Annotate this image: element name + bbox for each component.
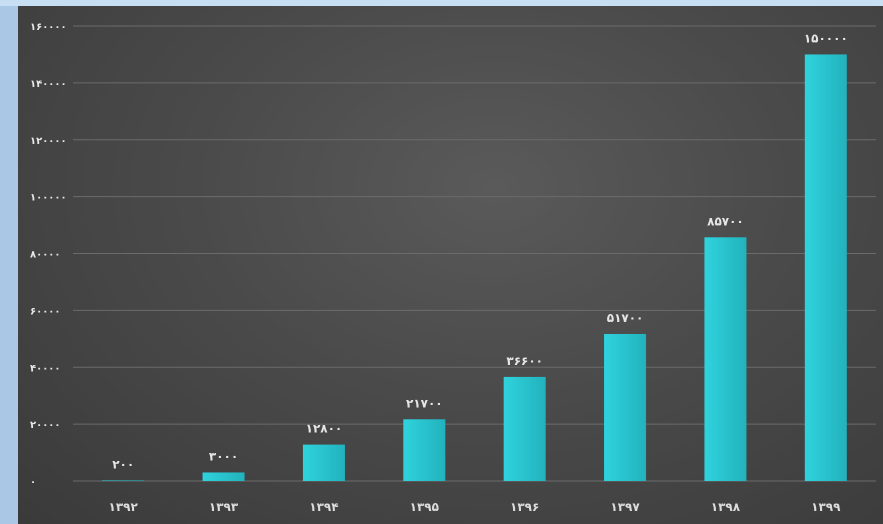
y-tick-label: ۱۲۰۰۰۰ bbox=[30, 136, 67, 147]
y-tick-label: ۶۰۰۰۰ bbox=[30, 306, 61, 317]
chart-panel: ۰ ۲۰۰۰۰ ۴۰۰۰۰ ۶۰۰۰۰ ۸۰۰۰۰ ۱۰۰۰۰۰ ۱۲۰۰۰۰ ۱۴۰۰۰۰ ۱… bbox=[18, 6, 883, 524]
y-tick-label: ۲۰۰۰۰ bbox=[30, 420, 61, 431]
data-label: ۱۵۰۰۰۰ bbox=[804, 31, 848, 45]
bar bbox=[403, 419, 446, 481]
x-tick-label: ۱۳۹۹ bbox=[811, 500, 841, 514]
bar bbox=[804, 54, 847, 481]
y-tick-label: ۴۰۰۰۰ bbox=[30, 363, 61, 374]
x-tick-label: ۱۳۹۴ bbox=[309, 500, 338, 514]
data-label: ۲۰۰ bbox=[112, 457, 134, 471]
x-tick-label: ۱۳۹۷ bbox=[610, 500, 640, 514]
x-tick-label: ۱۳۹۲ bbox=[109, 500, 139, 514]
data-label: ۸۵۷۰۰ bbox=[707, 214, 744, 228]
bars bbox=[102, 54, 847, 481]
bar-chart: ۰ ۲۰۰۰۰ ۴۰۰۰۰ ۶۰۰۰۰ ۸۰۰۰۰ ۱۰۰۰۰۰ ۱۲۰۰۰۰ ۱۴۰۰۰۰ ۱… bbox=[30, 22, 876, 514]
y-tick-label: ۱۰۰۰۰۰ bbox=[30, 193, 67, 204]
bar bbox=[102, 480, 145, 481]
x-axis-tick-labels: ۱۳۹۲ ۱۳۹۳ ۱۳۹۴ ۱۳۹۵ ۱۳۹۶ ۱۳۹۷ ۱۳۹۸ ۱۳۹۹ bbox=[109, 500, 842, 514]
bar bbox=[503, 376, 546, 481]
data-label: ۲۱۷۰۰ bbox=[406, 396, 443, 410]
y-tick-label: ۱۴۰۰۰۰ bbox=[30, 79, 67, 90]
bar bbox=[202, 472, 245, 481]
gridlines bbox=[73, 25, 876, 482]
y-axis-tick-labels: ۰ ۲۰۰۰۰ ۴۰۰۰۰ ۶۰۰۰۰ ۸۰۰۰۰ ۱۰۰۰۰۰ ۱۲۰۰۰۰ ۱۴۰۰۰۰ ۱… bbox=[30, 22, 67, 488]
data-label: ۵۱۷۰۰ bbox=[607, 311, 644, 325]
x-tick-label: ۱۳۹۸ bbox=[711, 500, 741, 514]
bar bbox=[704, 237, 747, 481]
value-labels: ۲۰۰ ۳۰۰۰ ۱۲۸۰۰ ۲۱۷۰۰ ۳۶۶۰۰ ۵۱۷۰۰ ۸۵۷۰۰ ۱۵۰۰۰۰ bbox=[112, 31, 848, 471]
data-label: ۳۰۰۰ bbox=[209, 449, 238, 463]
y-tick-label: ۱۶۰۰۰۰ bbox=[30, 22, 67, 33]
x-tick-label: ۱۳۹۳ bbox=[209, 500, 239, 514]
x-tick-label: ۱۳۹۶ bbox=[510, 500, 539, 514]
data-label: ۳۶۶۰۰ bbox=[506, 354, 543, 368]
x-tick-label: ۱۳۹۵ bbox=[410, 500, 439, 514]
bar bbox=[604, 333, 647, 481]
y-tick-label: ۰ bbox=[30, 477, 36, 488]
y-tick-label: ۸۰۰۰۰ bbox=[30, 250, 61, 261]
data-label: ۱۲۸۰۰ bbox=[306, 422, 343, 436]
bar bbox=[302, 444, 345, 481]
